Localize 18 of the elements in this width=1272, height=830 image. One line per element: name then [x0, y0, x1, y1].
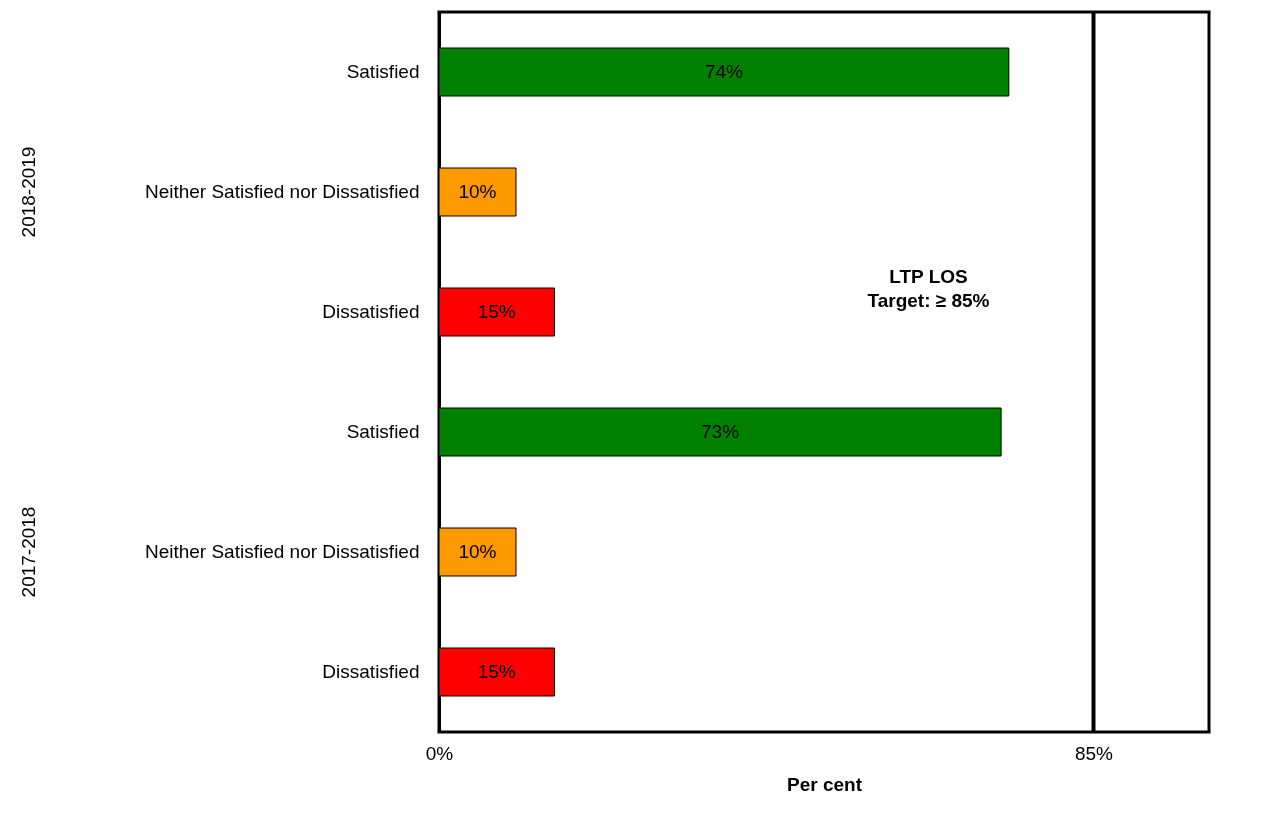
y-tick-label: Satisfied — [346, 421, 420, 442]
x-axis-title: Per cent — [787, 773, 863, 795]
data-label: 73% — [701, 421, 740, 442]
ref-line-label: LTP LOS Target: ≥ 85% — [867, 266, 990, 311]
text: 2017-2018 — [18, 506, 39, 598]
x-tick-label: 0% — [425, 742, 454, 764]
y-tick-label: Neither Satisfied nor Dissatisfied — [144, 181, 420, 202]
data-label: 15% — [477, 301, 516, 322]
y-tick-label: Dissatisfied — [322, 661, 420, 682]
y-tick-label: Neither Satisfied nor Dissatisfied — [144, 541, 420, 562]
data-label: 10% — [458, 181, 497, 202]
data-label: 10% — [458, 541, 497, 562]
x-tick-label: 85% — [1074, 742, 1114, 764]
y-tick-label: Dissatisfied — [322, 301, 420, 322]
text: 2018-2019 — [18, 146, 39, 238]
data-label: 15% — [477, 661, 516, 682]
data-label: 74% — [704, 61, 744, 82]
y-tick-label: Satisfied — [346, 61, 420, 82]
